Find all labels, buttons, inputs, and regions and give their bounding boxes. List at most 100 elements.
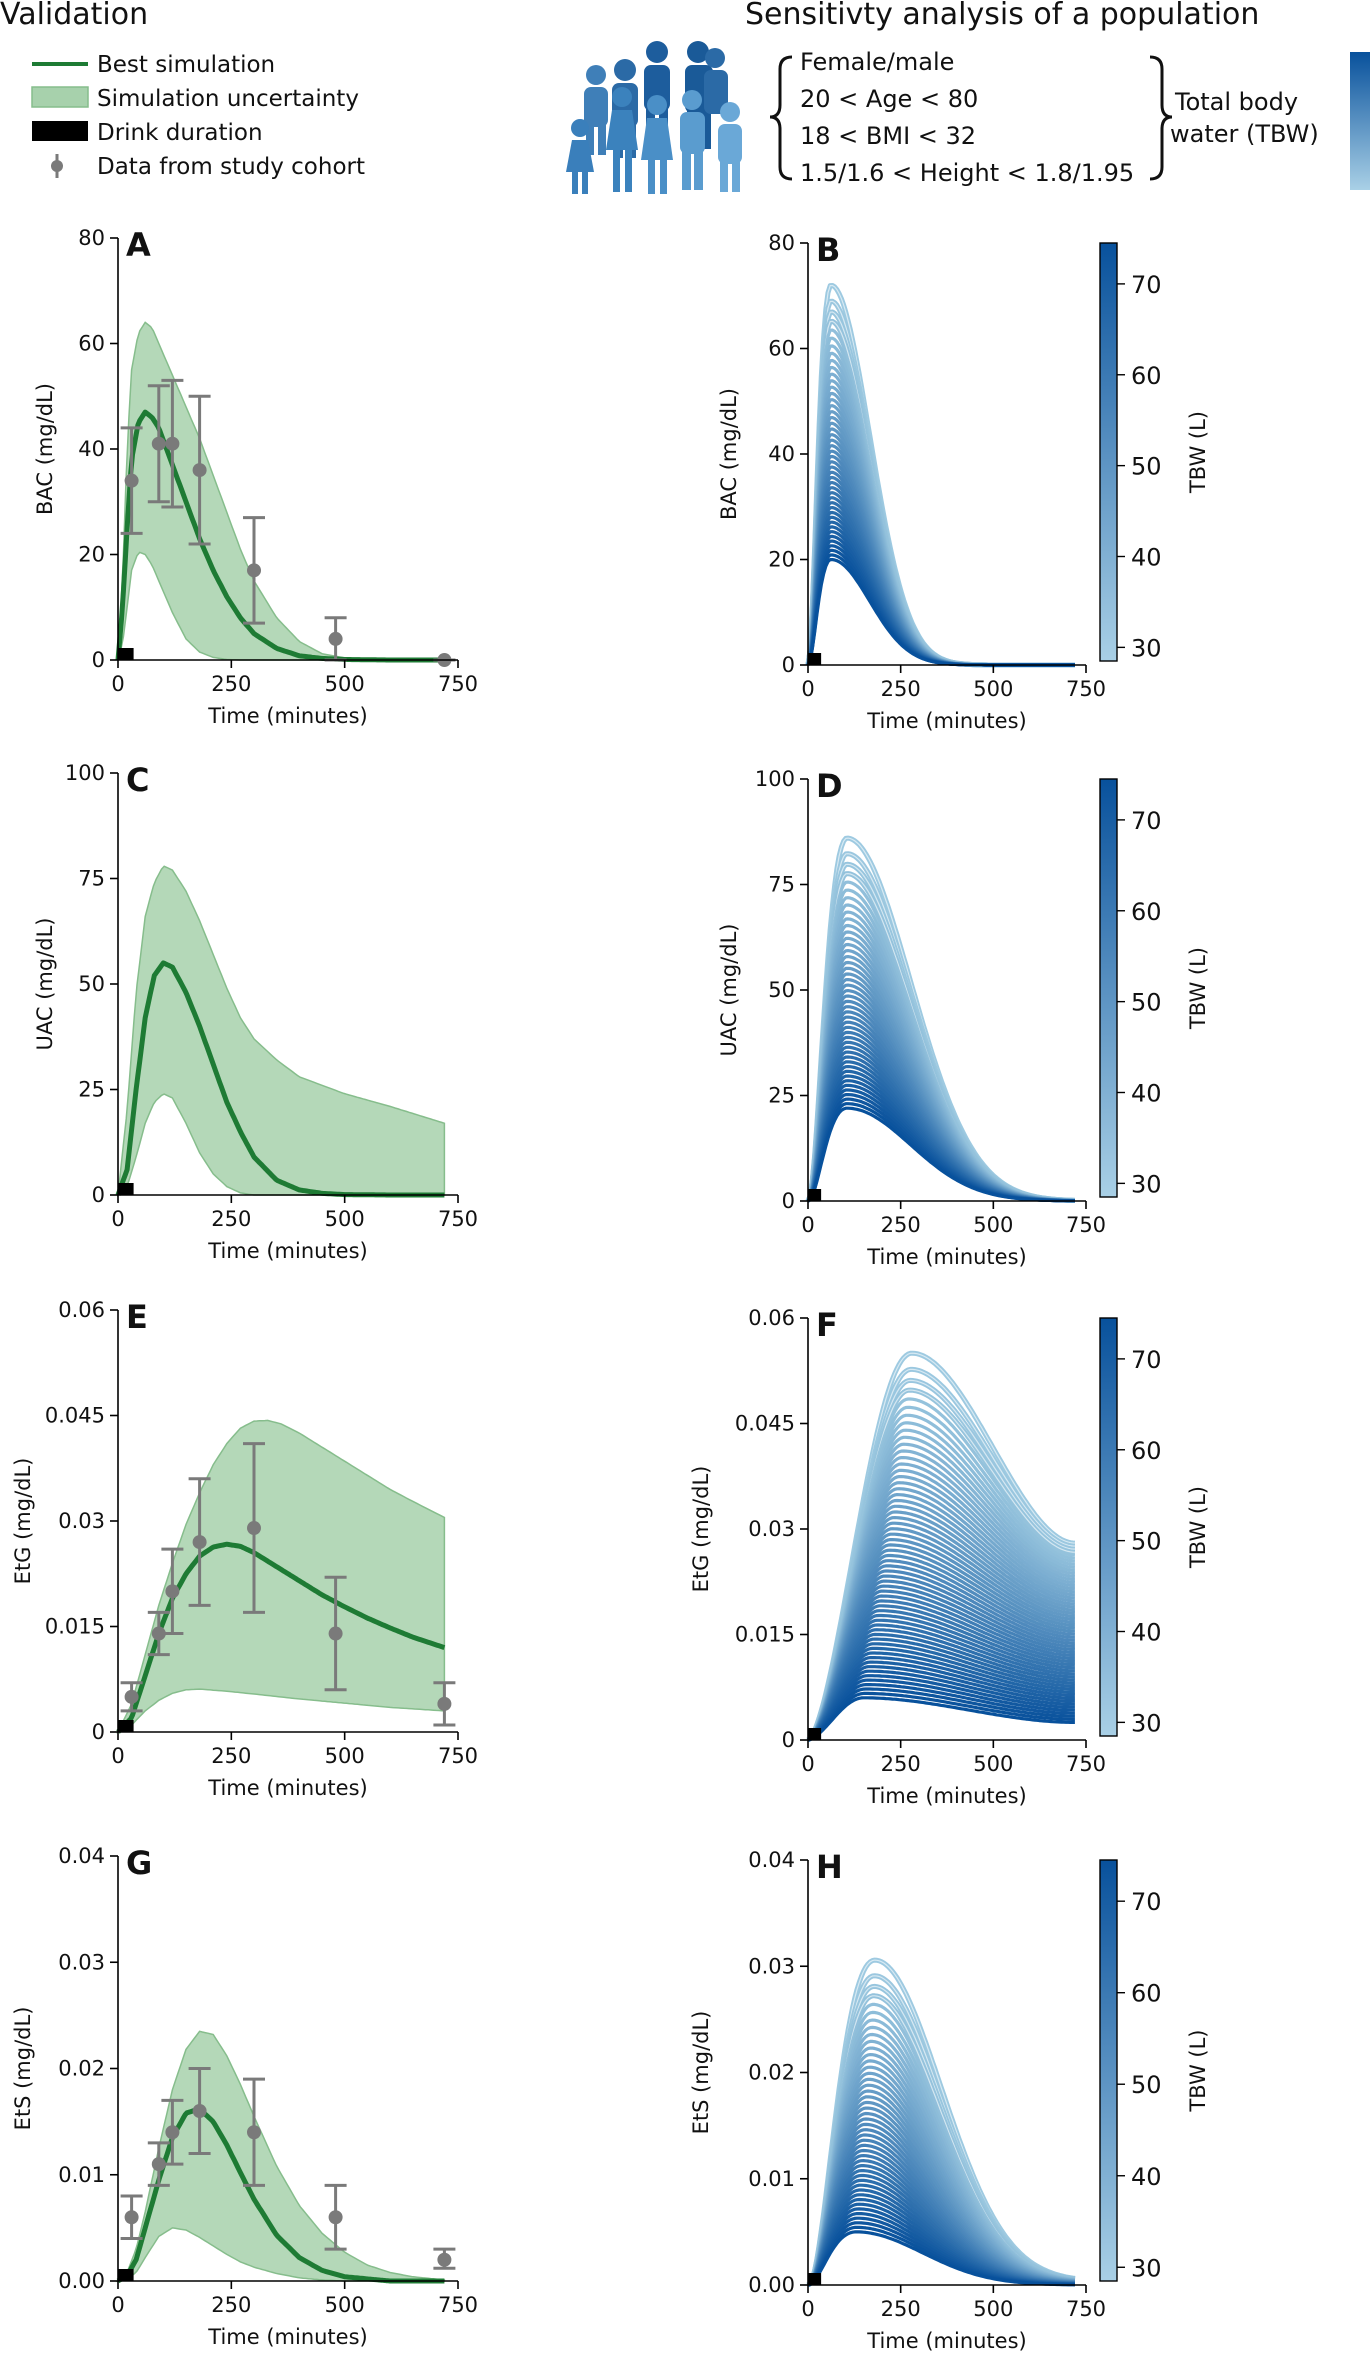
- chart-b-ytick-label-1: 0: [782, 653, 795, 677]
- chart-f-ytick-label-5: 0.06: [748, 1306, 795, 1330]
- chart-f-series-53: [807, 1665, 1075, 1742]
- chart-g-ytick-label-1: 0.00: [58, 2269, 105, 2293]
- panel-c: 0 250 500 750 0 25 50 75 100 Time (minutes) UAC (m…: [33, 761, 478, 1263]
- chart-b-ytick-label-2: 20: [768, 548, 795, 572]
- chart-h-colorbar-tick-label-5: 70: [1131, 1888, 1162, 1916]
- chart-e-xtick-label-3: 500: [325, 1744, 365, 1768]
- chart-f-series-51: [807, 1655, 1075, 1742]
- chart-h-xtick-label-3: 500: [973, 2297, 1013, 2321]
- panel-e: 0 250 500 750 0 0.015 0.03 0.045 0.06 Time (minut…: [11, 1298, 478, 1800]
- chart-d-xtick-label-3: 500: [973, 1213, 1013, 1237]
- chart-g-ytick-label-5: 0.04: [58, 1844, 105, 1868]
- chart-f-series-56: [807, 1678, 1075, 1742]
- chart-g-data-point-5: [247, 2125, 261, 2140]
- chart-f-colorbar-label: TBW (L): [1186, 1486, 1210, 1569]
- chart-g-panel-letter: G: [126, 1844, 152, 1882]
- chart-e-data-point-3: [165, 1584, 180, 1599]
- chart-b-ylabel: BAC (mg/dL): [717, 388, 741, 520]
- chart-f-series-49: [807, 1646, 1075, 1742]
- chart-a-data-point-1: [124, 473, 139, 488]
- chart-b-colorbar: [1099, 242, 1118, 662]
- chart-c-xtick-label-1: 0: [111, 1207, 124, 1231]
- chart-d-colorbar-tick-label-4: 60: [1131, 898, 1162, 926]
- chart-e-drink-duration: [118, 1720, 134, 1732]
- chart-a-xtick-label-2: 250: [211, 672, 251, 696]
- panel-d: 0 250 500 750 0 25 50 75 100 Time (minutes) UAC (m…: [717, 767, 1210, 1269]
- panel-a: 0 250 500 750 0 20 40 60 80 Time (minutes) BAC (mg…: [33, 226, 478, 728]
- chart-f-xtick-label-4: 750: [1066, 1752, 1106, 1776]
- chart-h-ytick-label-3: 0.02: [748, 2061, 795, 2085]
- panel-h: 0 250 500 750 0.00 0.01 0.02 0.03 0.04 Time (minu…: [689, 1848, 1210, 2353]
- panel-g: 0 250 500 750 0.00 0.01 0.02 0.03 0.04 Time (minu…: [11, 1844, 478, 2349]
- legend-drink-swatch: [32, 121, 88, 141]
- chart-e-xlabel: Time (minutes): [207, 1776, 367, 1800]
- panel-f: 0 250 500 750 0 0.015 0.03 0.045 0.06 Time (minut…: [689, 1306, 1210, 1808]
- header-colorbar: [1350, 52, 1370, 190]
- chart-d-ytick-label-2: 25: [768, 1084, 795, 1108]
- chart-b-colorbar-tick-label-1: 30: [1131, 634, 1162, 662]
- chart-h-colorbar-tick-label-4: 60: [1131, 1980, 1162, 2008]
- chart-e-ytick-label-2: 0.015: [45, 1615, 105, 1639]
- chart-d-ylabel: UAC (mg/dL): [717, 924, 741, 1057]
- chart-e-xtick-label-1: 0: [111, 1744, 124, 1768]
- chart-d-xlabel: Time (minutes): [866, 1245, 1026, 1269]
- chart-c-ytick-label-4: 75: [78, 867, 105, 891]
- left-brace: [769, 55, 793, 181]
- chart-g-xtick-label-2: 250: [211, 2293, 251, 2317]
- chart-h-xlabel: Time (minutes): [866, 2329, 1026, 2353]
- chart-f-series-60: [807, 1696, 1075, 1742]
- chart-f-xtick-label-2: 250: [881, 1752, 921, 1776]
- chart-c-drink-duration: [118, 1183, 134, 1195]
- sensitivity-title: Sensitivty analysis of a population: [745, 0, 1259, 32]
- chart-c-xlabel: Time (minutes): [207, 1239, 367, 1263]
- tbw-line2: water (TBW): [1170, 120, 1319, 148]
- chart-a-panel-letter: A: [126, 226, 151, 264]
- chart-a-data-point-6: [328, 631, 343, 646]
- chart-e-ylabel: EtG (mg/dL): [11, 1458, 35, 1585]
- chart-g-xtick-label-4: 750: [438, 2293, 478, 2317]
- chart-g-data-point-4: [192, 2104, 207, 2118]
- chart-c-ytick-label-3: 50: [78, 972, 105, 996]
- chart-a-ylabel: BAC (mg/dL): [33, 383, 57, 515]
- chart-a-xtick-label-4: 750: [438, 672, 478, 696]
- chart-a-xlabel: Time (minutes): [207, 704, 367, 728]
- chart-f-ytick-label-1: 0: [782, 1728, 795, 1752]
- chart-e-ytick-label-4: 0.045: [45, 1404, 105, 1428]
- chart-h-ytick-label-1: 0.00: [748, 2273, 795, 2297]
- chart-f-colorbar-tick-label-3: 50: [1131, 1528, 1162, 1556]
- chart-f-ytick-label-4: 0.045: [735, 1412, 795, 1436]
- chart-h-panel-letter: H: [816, 1848, 843, 1886]
- chart-g-xlabel: Time (minutes): [207, 2325, 367, 2349]
- criteria-sex: Female/male: [800, 48, 954, 76]
- chart-b-colorbar-label: TBW (L): [1186, 411, 1210, 494]
- chart-e-data-point-6: [328, 1626, 343, 1641]
- chart-f-series-50: [807, 1651, 1075, 1742]
- chart-c-ylabel: UAC (mg/dL): [33, 918, 57, 1051]
- chart-h-colorbar-tick-label-2: 40: [1131, 2163, 1162, 2191]
- chart-f-xlabel: Time (minutes): [866, 1784, 1026, 1808]
- chart-e-data-point-7: [437, 1696, 452, 1711]
- chart-c-ytick-label-5: 100: [65, 761, 105, 785]
- chart-b-colorbar-tick-label-3: 50: [1131, 453, 1162, 481]
- chart-e-data-point-1: [124, 1689, 139, 1704]
- legend-data-marker: [51, 160, 63, 172]
- chart-e-uncertainty-band: [116, 1419, 446, 1734]
- chart-g-ytick-label-3: 0.02: [58, 2057, 105, 2081]
- chart-a-xtick-label-3: 500: [325, 672, 365, 696]
- chart-f-xtick-label-1: 0: [801, 1752, 814, 1776]
- chart-d-ytick-label-1: 0: [782, 1189, 795, 1213]
- chart-c-uncertainty-band: [117, 865, 446, 1197]
- chart-d-ytick-label-4: 75: [768, 873, 795, 897]
- chart-f-series-57: [807, 1682, 1075, 1742]
- chart-g-drink-duration: [118, 2269, 134, 2281]
- chart-h-ylabel: EtS (mg/dL): [689, 2011, 713, 2135]
- chart-f-colorbar-tick-label-4: 60: [1131, 1437, 1162, 1465]
- chart-a-ytick-label-5: 80: [78, 226, 105, 250]
- chart-d-colorbar-label: TBW (L): [1186, 947, 1210, 1030]
- chart-e-ytick-label-5: 0.06: [58, 1298, 105, 1322]
- chart-d-ytick-label-5: 100: [755, 767, 795, 791]
- chart-b-ytick-label-5: 80: [768, 231, 795, 255]
- legend-data-label: Data from study cohort: [97, 154, 365, 180]
- chart-g-data-point-1: [124, 2210, 139, 2225]
